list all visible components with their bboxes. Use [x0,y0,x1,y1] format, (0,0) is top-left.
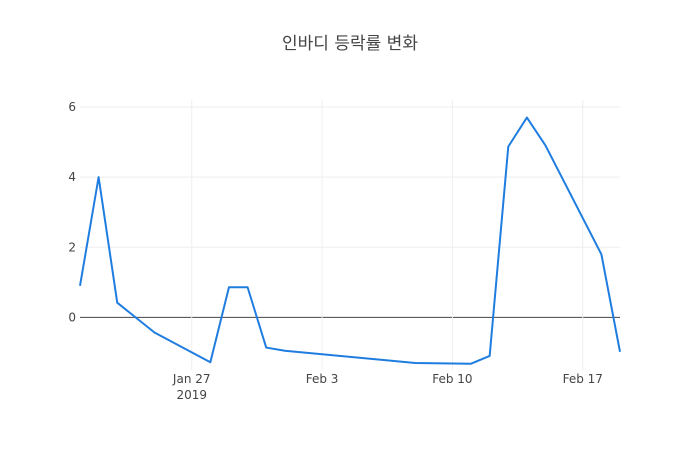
x-axis: Jan 27 2019 Feb 3 Feb 10 Feb 17 [172,372,603,402]
x-tick-label: Jan 27 [172,372,211,386]
y-tick-label: 6 [68,100,76,114]
x-tick-label: Feb 3 [306,372,339,386]
x-tick-label: Feb 17 [563,372,603,386]
y-tick-label: 4 [68,170,76,184]
chart-title: 인바디 등락률 변화 [282,34,418,54]
y-tick-label: 2 [68,240,76,254]
x-tick-label: Feb 10 [432,372,472,386]
series-layer [79,116,621,365]
series-line [79,116,621,365]
grid [80,100,620,370]
y-axis: 0 2 4 6 [68,100,76,324]
x-tick-sublabel: 2019 [176,388,207,402]
y-tick-label: 0 [68,310,76,324]
